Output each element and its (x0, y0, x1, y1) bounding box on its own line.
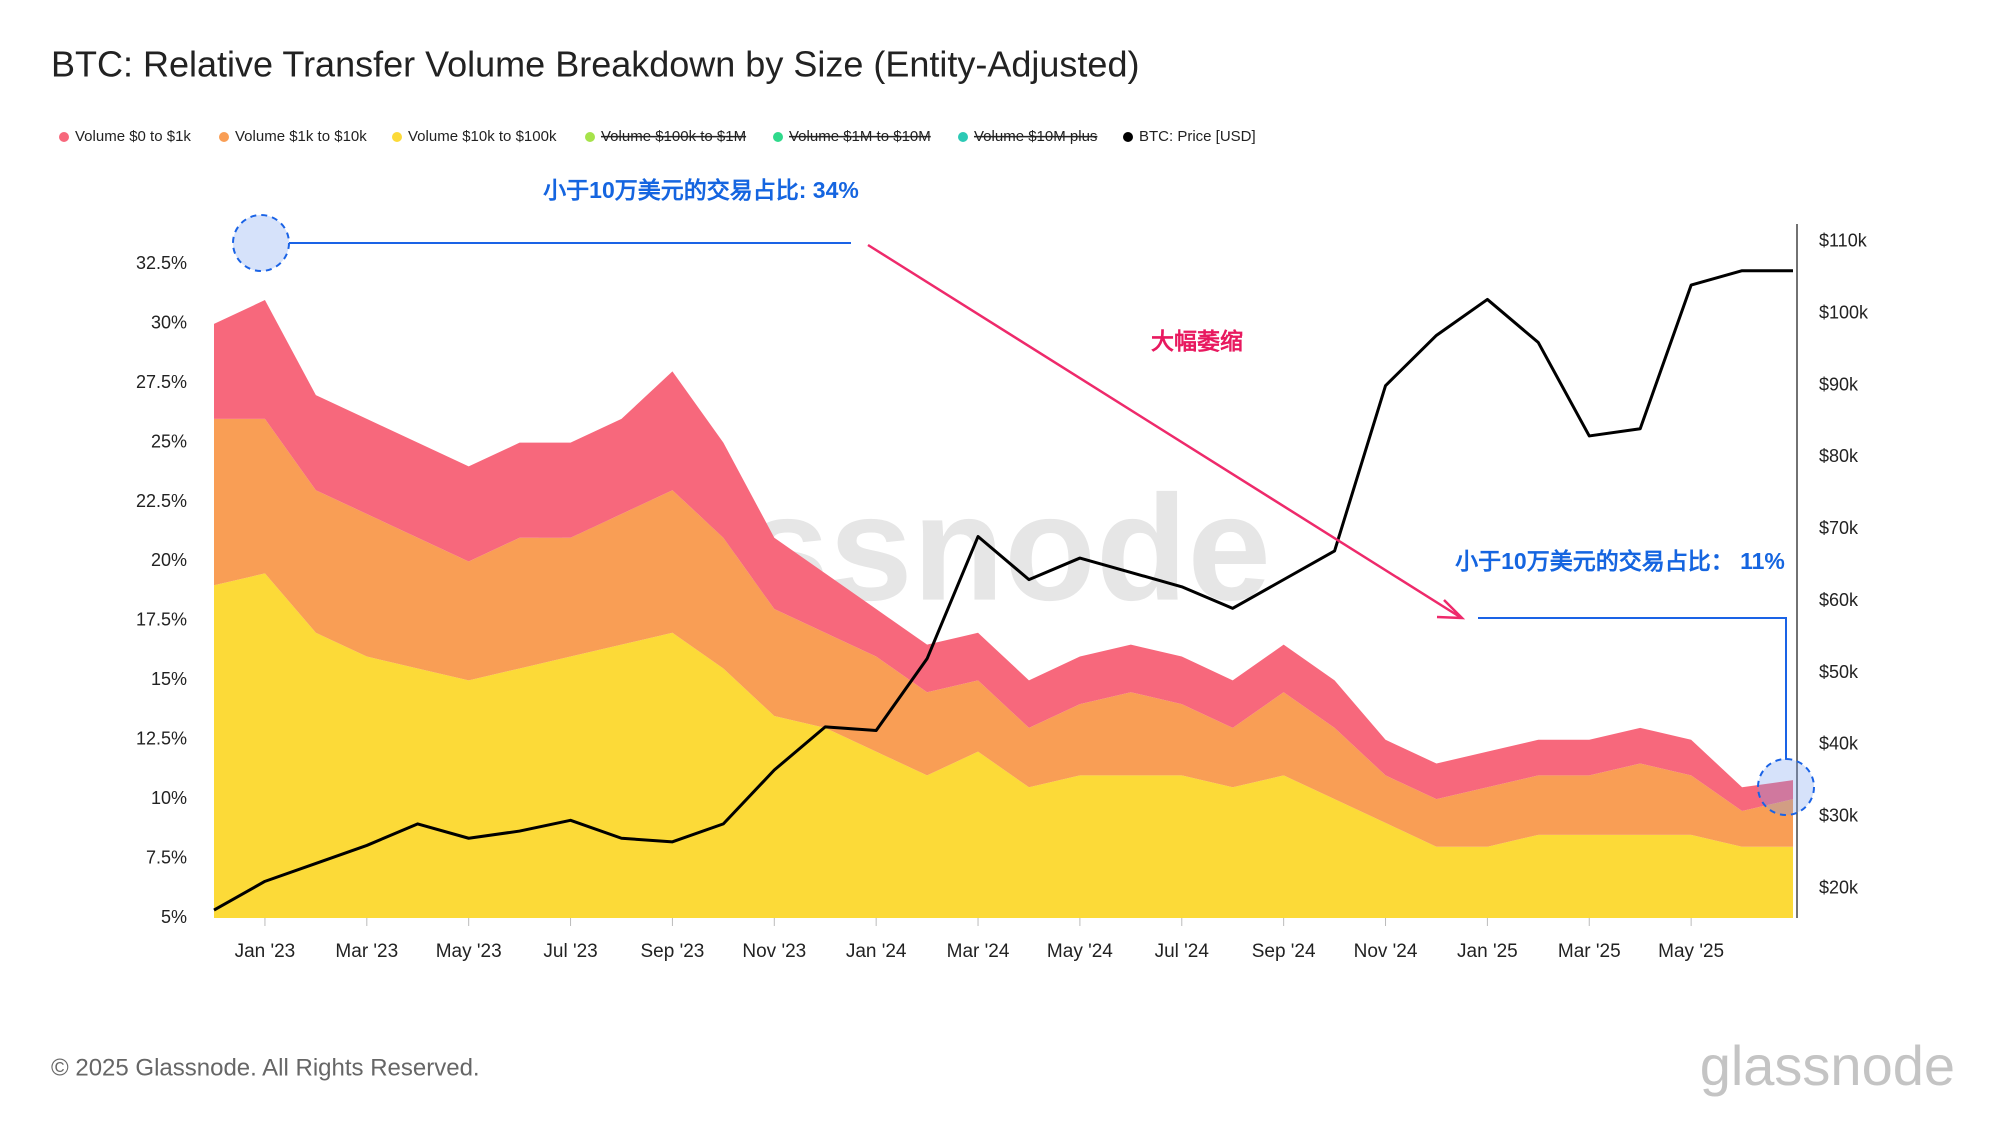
x-tick-label: Jan '23 (235, 941, 296, 962)
y-tick-label: 17.5% (136, 610, 187, 630)
legend-label: Volume $10M plus (974, 128, 1097, 145)
area (214, 573, 1793, 918)
x-tick-label: Jan '24 (846, 941, 907, 962)
arrow-head (1436, 599, 1466, 620)
y2-tick-label: $80k (1819, 446, 1859, 466)
legend-label: Volume $0 to $1k (75, 128, 191, 145)
highlight-circle (1757, 758, 1815, 816)
annotation-line (1478, 617, 1787, 760)
legend-label: Volume $1M to $10M (789, 128, 931, 145)
annotation: 小于10万美元的交易占比： 11% (1455, 548, 1785, 574)
legend-label: Volume $10k to $100k (408, 128, 557, 145)
y-tick-label: 15% (151, 669, 187, 689)
x-tick-label: May '24 (1047, 941, 1113, 962)
y-tick-label: 27.5% (136, 372, 187, 392)
price-line (213, 269, 1793, 912)
x-tick-label: Mar '23 (335, 941, 398, 962)
x-tick-label: Nov '24 (1354, 941, 1418, 962)
y-tick-label: 30% (151, 313, 187, 333)
y2-tick-label: $60k (1819, 590, 1859, 610)
area (214, 300, 1793, 812)
y2-tick-label: $100k (1819, 303, 1869, 323)
x-tick-label: Nov '23 (742, 941, 806, 962)
logo: glassnode (1700, 1034, 1955, 1097)
y2-tick-label: $70k (1819, 518, 1859, 538)
y-tick-label: 20% (151, 550, 187, 570)
x-tick-label: May '23 (436, 941, 502, 962)
y2-tick-label: $90k (1819, 374, 1859, 394)
annotation: 小于10万美元的交易占比: 34% (543, 177, 859, 203)
legend-marker (585, 132, 595, 142)
y2-tick-label: $30k (1819, 805, 1859, 825)
chart-title: BTC: Relative Transfer Volume Breakdown … (51, 44, 1139, 85)
legend-label: BTC: Price [USD] (1139, 128, 1256, 145)
x-tick-label: Sep '24 (1252, 941, 1316, 962)
y-tick-label: 7.5% (146, 847, 187, 867)
annotation-arrow (867, 243, 1461, 619)
legend-marker (219, 132, 229, 142)
legend-label: Volume $1k to $10k (235, 128, 367, 145)
x-tick-label: Jan '25 (1457, 941, 1518, 962)
x-tick-label: Mar '24 (947, 941, 1010, 962)
y-tick-label: 10% (151, 788, 187, 808)
x-tick-label: Mar '25 (1558, 941, 1621, 962)
x-tick-label: Jul '23 (543, 941, 597, 962)
y-tick-label: 22.5% (136, 491, 187, 511)
y2-tick-label: $110k (1819, 231, 1868, 251)
y2-tick-label: $50k (1819, 662, 1859, 682)
x-tick-label: May '25 (1658, 941, 1724, 962)
legend-marker (392, 132, 402, 142)
legend-marker (958, 132, 968, 142)
legend-label: Volume $100k to $1M (601, 128, 746, 145)
y-tick-label: 5% (161, 907, 187, 927)
y-tick-label: 32.5% (136, 253, 187, 273)
y2-tick-label: $20k (1819, 877, 1859, 897)
y-tick-label: 12.5% (136, 728, 187, 748)
plot-area (213, 224, 1798, 918)
area (214, 418, 1793, 847)
legend-marker (773, 132, 783, 142)
legend-marker (1123, 132, 1133, 142)
y-tick-label: 25% (151, 431, 187, 451)
legend-marker (59, 132, 69, 142)
highlight-circle (232, 214, 290, 272)
footer: © 2025 Glassnode. All Rights Reserved. (51, 1054, 480, 1081)
x-tick-label: Sep '23 (640, 941, 704, 962)
annotation: 大幅萎缩 (1151, 328, 1243, 354)
y2-tick-label: $40k (1819, 734, 1859, 754)
legend: Volume $0 to $1k Volume $1k to $10k Volume… (59, 128, 1256, 145)
x-tick-label: Jul '24 (1155, 941, 1210, 962)
